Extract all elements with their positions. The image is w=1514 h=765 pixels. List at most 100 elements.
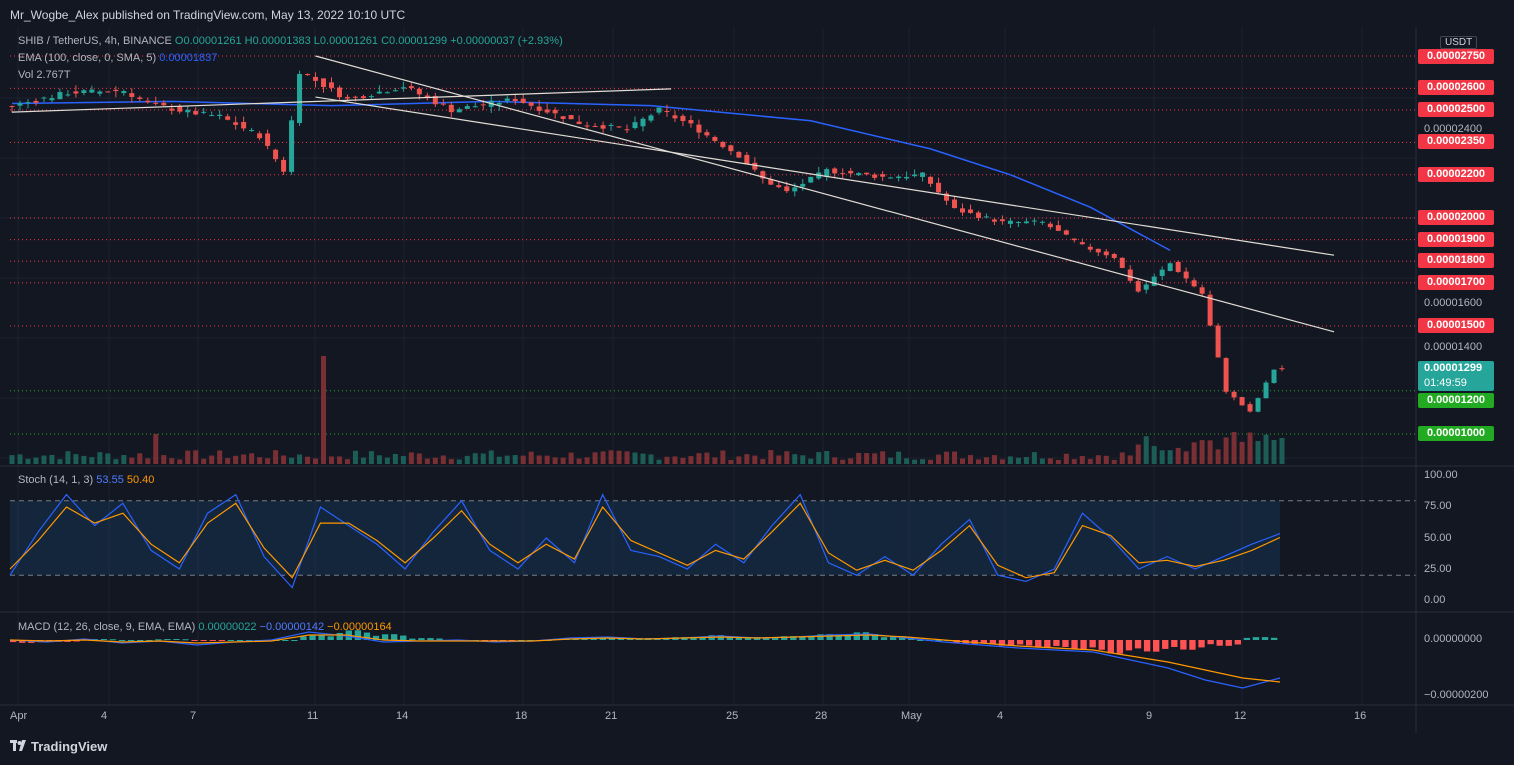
candle-body — [73, 91, 79, 94]
candle-body — [928, 176, 934, 184]
candle-body — [185, 109, 191, 113]
tradingview-logo-icon — [10, 740, 26, 751]
level-label: 0.00001900 — [1418, 232, 1494, 247]
level-label: 0.00001000 — [1418, 426, 1494, 441]
volume-bar — [1191, 442, 1197, 464]
macd-hist-bar — [1098, 640, 1105, 650]
ema-value: 0.00001837 — [159, 52, 218, 64]
candle-body — [273, 149, 279, 160]
candle-body — [856, 173, 862, 176]
candle-body — [1247, 404, 1253, 412]
macd-hist-bar — [1062, 640, 1069, 647]
volume-bar — [920, 459, 926, 464]
volume-bar — [1103, 455, 1109, 464]
candle-body — [584, 125, 590, 127]
macd-hist-bar — [1234, 640, 1241, 645]
volume-bar — [568, 452, 574, 464]
stoch-legend[interactable]: Stoch (14, 1, 3) 53.55 50.40 — [18, 474, 154, 486]
macd-hist-bar — [1080, 640, 1087, 650]
volume-legend[interactable]: Vol 2.767T — [18, 69, 71, 81]
macd-signal-value: −0.00000164 — [327, 621, 392, 633]
trendline — [315, 55, 1335, 333]
candle-body — [169, 108, 175, 111]
volume-bar — [760, 459, 766, 464]
candle-body — [728, 145, 734, 152]
macd-hist-bar — [218, 640, 225, 641]
macd-hist-bar — [1116, 640, 1124, 654]
chart-grid — [0, 28, 1416, 705]
currency-label[interactable]: USDT — [1440, 36, 1478, 49]
symbol-name: SHIB / TetherUS, 4h, BINANCE — [18, 35, 172, 47]
volume-bar — [648, 454, 654, 464]
macd-hist-bar — [781, 636, 788, 640]
volume-bar — [768, 450, 774, 464]
volume-bar — [1015, 457, 1021, 464]
macd-hist-bar — [236, 640, 244, 641]
stoch-label: Stoch (14, 1, 3) — [18, 474, 94, 486]
volume-bar — [864, 453, 870, 464]
published-text: Mr_Wogbe_Alex published on TradingView.c… — [10, 8, 406, 22]
volume-bar — [800, 455, 806, 464]
volume-bar — [528, 451, 534, 464]
volume-bar — [249, 453, 255, 464]
macd-hist-bar — [790, 636, 797, 640]
ohlc-change: +0.00000037 (+2.93%) — [450, 35, 563, 47]
stoch-tick: 0.00 — [1424, 594, 1446, 606]
candle-body — [600, 125, 606, 129]
candle-body — [1135, 281, 1141, 292]
volume-bar — [137, 453, 143, 464]
volume-bar — [1087, 458, 1093, 464]
volume-bar — [696, 453, 702, 464]
tradingview-logo[interactable]: TradingView — [10, 739, 107, 754]
volume-bar — [217, 450, 223, 464]
ema-legend[interactable]: EMA (100, close, 0, SMA, 5) 0.00001837 — [18, 52, 217, 64]
candle-body — [712, 137, 718, 141]
level-label: 0.00002000 — [1418, 210, 1494, 225]
volume-bar — [464, 455, 470, 464]
macd-hist-bar — [1153, 640, 1160, 652]
price-tick: 0.00002400 — [1424, 123, 1483, 135]
volume-bar — [880, 451, 886, 464]
volume-bar — [824, 451, 830, 464]
candle-body — [512, 98, 518, 102]
volume-bar — [512, 455, 518, 464]
volume-bar — [1239, 441, 1245, 464]
volume-bar — [1263, 434, 1269, 464]
volume-bar — [488, 450, 494, 464]
macd-signal-line — [9, 634, 1281, 683]
macd-hist-bar — [182, 639, 189, 641]
candle-body — [896, 176, 902, 179]
chart-canvas[interactable] — [0, 28, 1514, 733]
time-label: May — [901, 710, 922, 722]
macd-hist-bar — [127, 640, 135, 641]
candle-body — [65, 94, 71, 96]
candle-body — [904, 176, 910, 179]
volume-bar — [169, 458, 175, 464]
level-label: 0.00002200 — [1418, 167, 1494, 182]
macd-hist-bar — [381, 634, 389, 640]
candle-body — [1087, 246, 1093, 250]
candle-body — [1167, 263, 1173, 271]
candle-body — [1047, 223, 1053, 228]
volume-bar — [664, 456, 670, 464]
macd-legend[interactable]: MACD (12, 26, close, 9, EMA, EMA) 0.0000… — [18, 621, 392, 633]
price-tick: 0.00001600 — [1424, 297, 1483, 309]
volume-bar — [97, 452, 103, 464]
time-label: 16 — [1354, 710, 1367, 722]
stoch-tick: 50.00 — [1424, 532, 1452, 544]
macd-hist-bar — [835, 635, 842, 640]
volume-bar — [991, 455, 997, 464]
macd-hist-bar — [1162, 640, 1169, 649]
volume-bar — [496, 456, 502, 464]
macd-hist-bar — [336, 633, 343, 640]
volume-bar — [1023, 457, 1029, 464]
volume-bar — [177, 459, 183, 464]
candle-body — [752, 162, 758, 170]
macd-hist-bar — [1171, 640, 1178, 647]
volume-bar — [185, 450, 191, 464]
current-price: 0.00001299 — [1424, 362, 1483, 374]
volume-bar — [281, 455, 287, 464]
candle-body — [17, 103, 23, 106]
volume-bar — [840, 459, 846, 464]
macd-hist-bar — [1180, 640, 1187, 650]
